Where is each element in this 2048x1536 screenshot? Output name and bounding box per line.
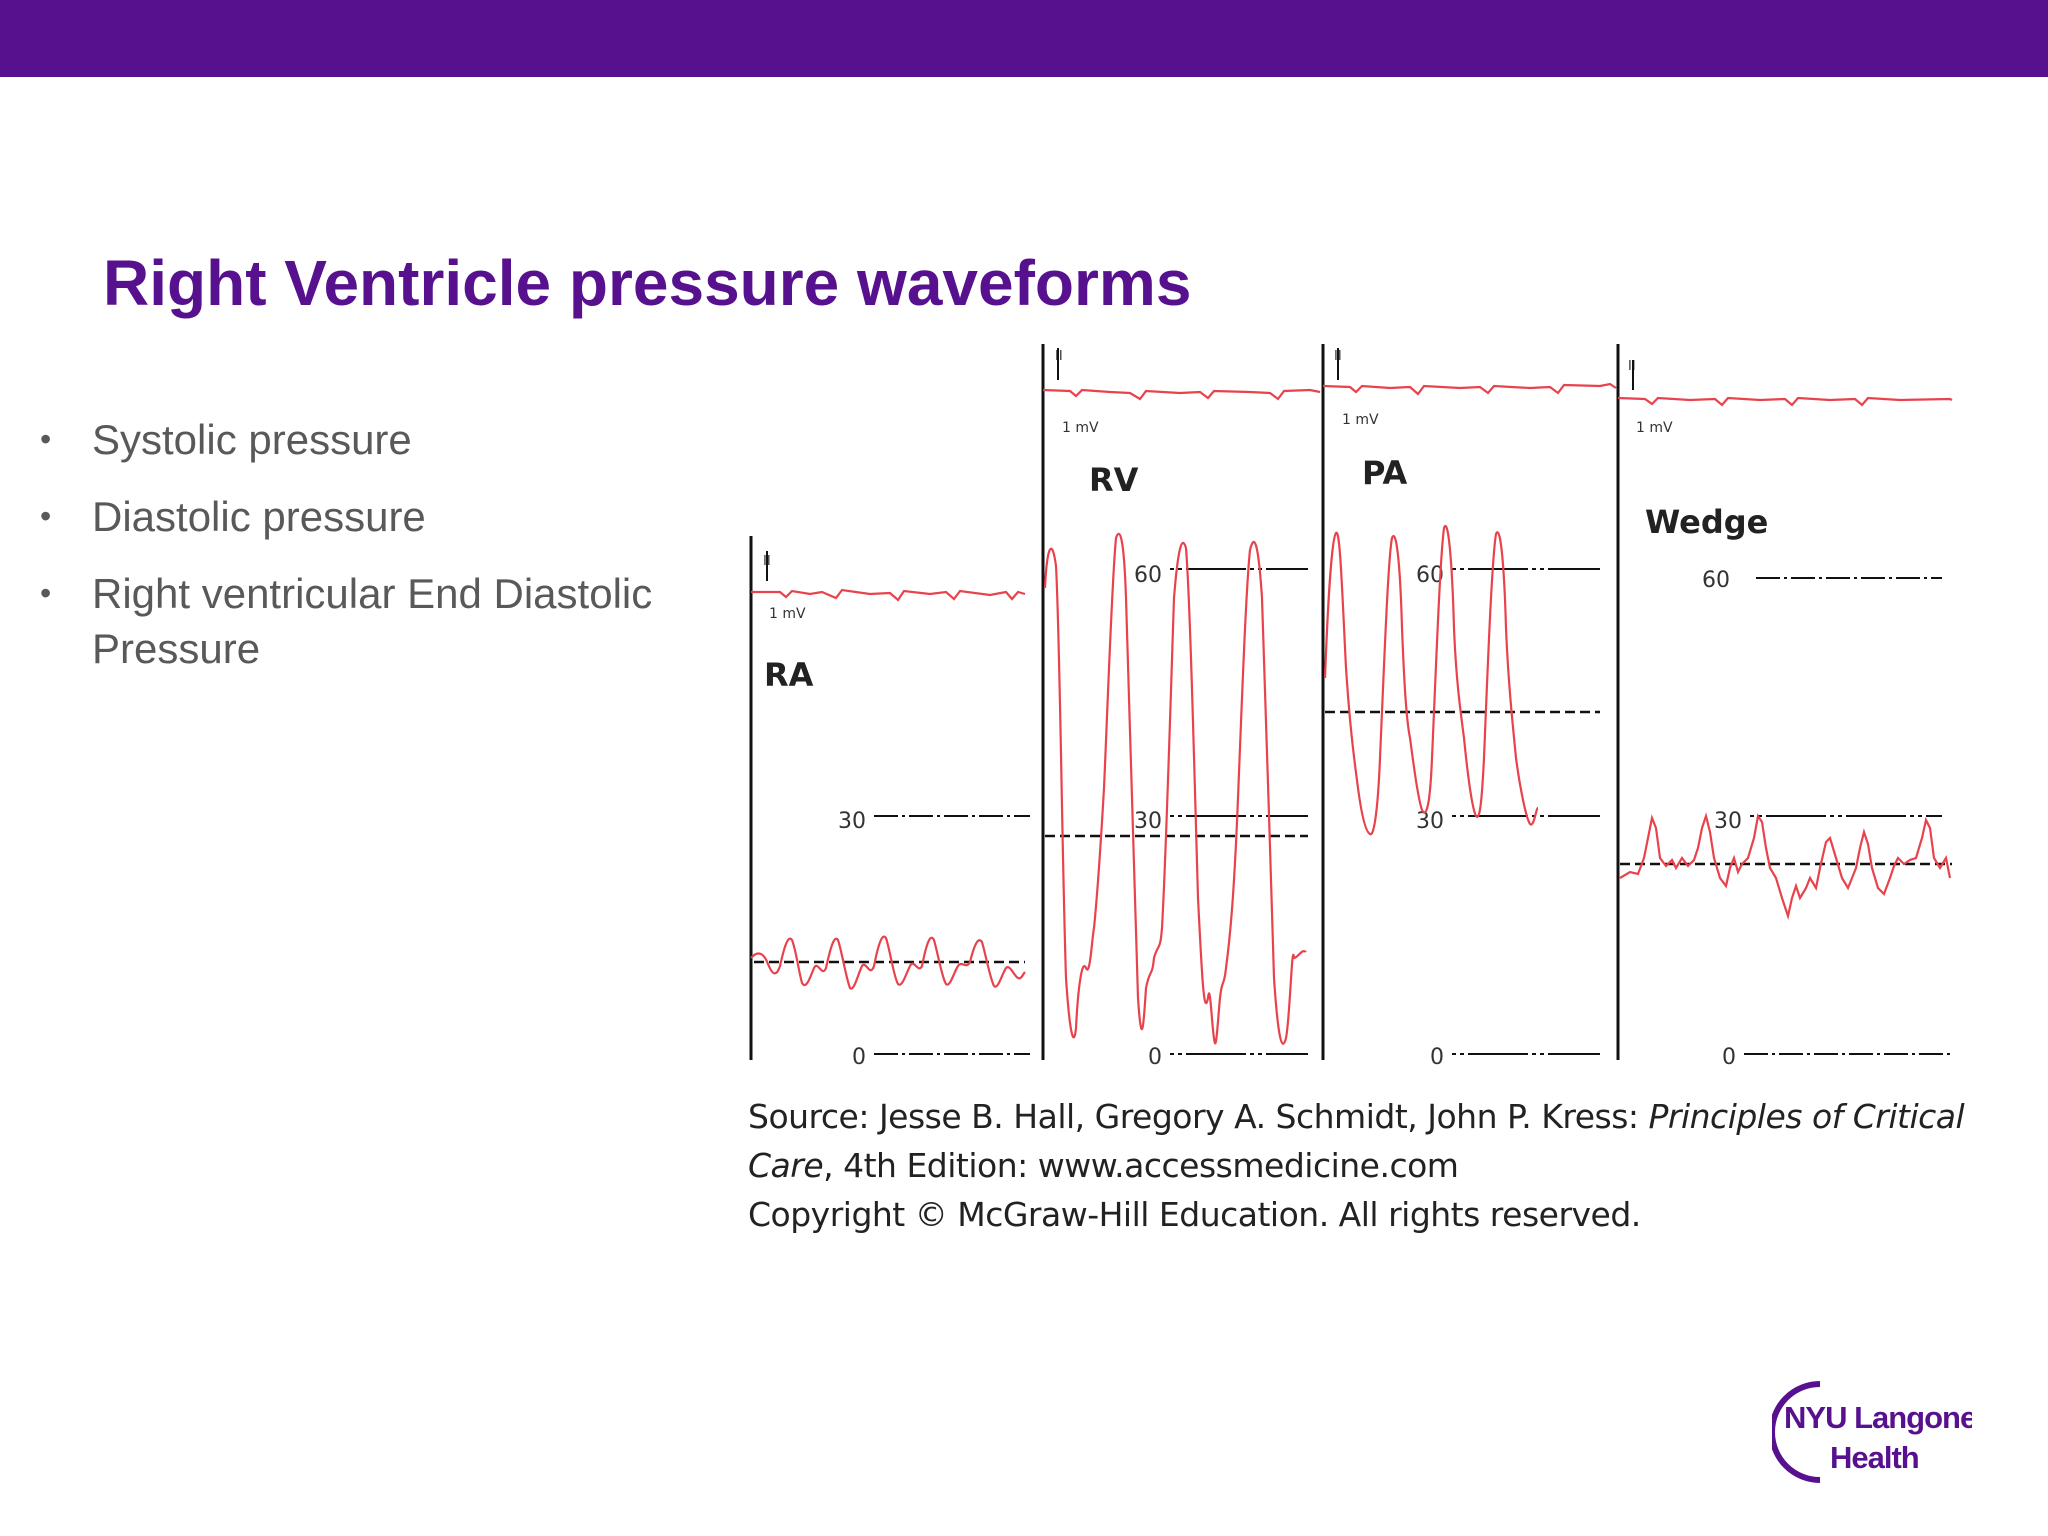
rv-tick-0: 0	[1148, 1045, 1162, 1070]
bullet-dot-icon: •	[40, 421, 52, 457]
ra-ecg-scale: 1 mV	[769, 606, 806, 622]
slide-title: Right Ventricle pressure waveforms	[103, 247, 1192, 319]
wedge-ecg-scale: 1 mV	[1636, 420, 1673, 436]
rv-pressure-trace	[1043, 532, 1307, 1045]
waveform-figure: II 1 mV RA 30 0 II 1 mV RV 60 30 0	[740, 338, 1980, 1088]
top-bar	[0, 0, 2048, 77]
nyu-langone-logo: NYU Langone Health	[1769, 1378, 1978, 1486]
wedge-tick-0: 0	[1722, 1045, 1736, 1070]
nyu-langone-logo-svg: NYU Langone Health	[1769, 1381, 1978, 1483]
source-edition-url: , 4th Edition: www.accessmedicine.com	[823, 1146, 1459, 1185]
source-line-2: Care, 4th Edition: www.accessmedicine.co…	[748, 1141, 1988, 1190]
wedge-ecg-lead: II	[1628, 359, 1636, 374]
bullet-text: Systolic pressure	[92, 416, 412, 463]
source-book-title-part-2: Care	[748, 1146, 824, 1185]
waveform-svg: II 1 mV RA 30 0 II 1 mV RV 60 30 0	[749, 344, 1953, 1070]
bullet-text: Diastolic pressure	[92, 493, 426, 541]
bullet-dot-icon: •	[40, 498, 52, 535]
wedge-label: Wedge	[1645, 503, 1768, 541]
pa-ecg-trace	[1322, 382, 1617, 396]
wedge-tick-60: 60	[1702, 568, 1730, 593]
source-citation: Source: Jesse B. Hall, Gregory A. Schmid…	[748, 1092, 1988, 1239]
bullet-dot-icon: •	[40, 575, 52, 612]
wedge-tick-30: 30	[1714, 809, 1742, 834]
rv-tick-60: 60	[1134, 563, 1162, 588]
pa-tick-0: 0	[1430, 1045, 1444, 1070]
ra-pressure-trace	[750, 935, 1026, 990]
ra-tick-30: 30	[838, 809, 866, 834]
wedge-panel: II 1 mV Wedge 60 30 0	[1617, 359, 1953, 1070]
bullet-item: • Diastolic pressure	[40, 489, 720, 544]
rv-tick-30: 30	[1134, 809, 1162, 834]
pa-panel: II 1 mV PA 60 30 0	[1322, 348, 1617, 1070]
ra-tick-0: 0	[852, 1045, 866, 1070]
ra-panel: II 1 mV RA 30 0	[750, 551, 1030, 1070]
rv-ecg-trace	[1042, 388, 1321, 401]
source-line-3: Copyright © McGraw-Hill Education. All r…	[748, 1195, 1641, 1234]
wedge-ecg-trace	[1617, 396, 1953, 407]
pa-label: PA	[1362, 454, 1408, 492]
pa-pressure-trace	[1323, 525, 1540, 836]
logo-line-1: NYU Langone	[1784, 1400, 1972, 1435]
pa-tick-30: 30	[1416, 809, 1444, 834]
source-line-1: Source: Jesse B. Hall, Gregory A. Schmid…	[748, 1092, 1988, 1141]
rv-panel: II 1 mV RV 60 30 0	[1042, 348, 1321, 1070]
bullet-list: • Systolic pressure • Diastolic pressure •…	[40, 412, 720, 698]
rv-label: RV	[1089, 461, 1139, 499]
logo-line-2: Health	[1830, 1440, 1919, 1475]
ra-ecg-trace	[751, 588, 1026, 602]
bullet-item: • Systolic pressure	[40, 412, 720, 467]
source-authors: Source: Jesse B. Hall, Gregory A. Schmid…	[748, 1097, 1649, 1136]
wedge-pressure-trace	[1619, 812, 1952, 921]
bullet-text: Right ventricular End Diastolic Pressure	[92, 570, 653, 673]
source-book-title-part-1: Principles of Critical	[1648, 1097, 1965, 1136]
rv-ecg-scale: 1 mV	[1062, 420, 1099, 436]
logo-arc-icon	[1769, 1381, 1821, 1483]
ra-label: RA	[764, 656, 814, 694]
bullet-item: • Right ventricular End Diastolic Pressur…	[40, 566, 720, 676]
pa-ecg-scale: 1 mV	[1342, 412, 1379, 428]
